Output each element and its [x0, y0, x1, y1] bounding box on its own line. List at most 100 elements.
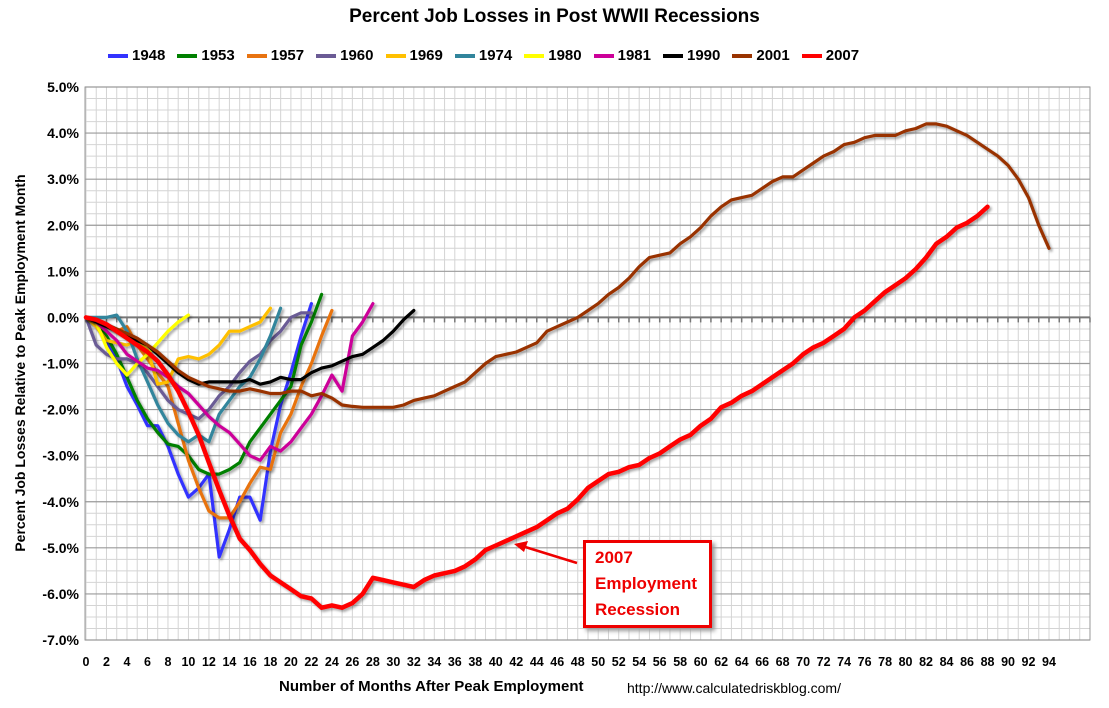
x-tick-label: 70 — [796, 655, 810, 669]
legend-swatch — [177, 53, 198, 58]
series-line-1960 — [84, 311, 313, 421]
legend-label: 1969 — [409, 47, 443, 64]
x-tick-label: 84 — [940, 655, 954, 669]
legend-item-1980: 1980 — [524, 47, 582, 64]
x-tick-label: 48 — [571, 655, 585, 669]
legend-label: 1960 — [340, 47, 374, 64]
x-tick-label: 42 — [509, 655, 523, 669]
legend-swatch — [246, 53, 267, 58]
annotation-line: Employment — [595, 574, 698, 593]
x-tick-label: 60 — [694, 655, 708, 669]
legend-swatch — [524, 53, 545, 58]
x-tick-label: 24 — [325, 655, 339, 669]
arrow-shaft — [521, 544, 578, 565]
legend-label: 1980 — [548, 47, 582, 64]
x-tick-label: 86 — [960, 655, 974, 669]
x-tick-label: 44 — [530, 655, 544, 669]
x-tick-label: 68 — [776, 655, 790, 669]
x-tick-label: 6 — [144, 655, 151, 669]
y-tick-label: -5.0% — [42, 540, 79, 556]
legend-swatch — [732, 53, 753, 58]
x-tick-label: 30 — [386, 655, 400, 669]
series-line-2007 — [83, 204, 990, 610]
legend-swatch — [663, 53, 683, 58]
x-tick-label: 0 — [83, 655, 90, 669]
x-tick-label: 46 — [550, 655, 564, 669]
legend-item-2007: 2007 — [801, 47, 859, 64]
x-tick-label: 52 — [612, 655, 626, 669]
x-tick-label: 32 — [407, 655, 421, 669]
legend-swatch — [454, 53, 475, 58]
annotation-arrow — [514, 541, 578, 565]
x-tick-label: 92 — [1022, 655, 1036, 669]
y-tick-label: -3.0% — [42, 448, 79, 464]
x-tick-label: 66 — [755, 655, 769, 669]
legend: 1948 1953 1957 1960 1969 1974 1980 1981 1990 2001… — [108, 47, 859, 64]
x-tick-label: 58 — [673, 655, 687, 669]
y-tick-label: -1.0% — [42, 356, 79, 372]
x-tick-label: 78 — [878, 655, 892, 669]
x-tick-label: 34 — [427, 655, 441, 669]
x-tick-label: 94 — [1042, 655, 1056, 669]
legend-item-1969: 1969 — [385, 47, 443, 64]
x-tick-label: 2 — [103, 655, 110, 669]
x-tick-label: 36 — [448, 655, 462, 669]
x-tick-label: 76 — [858, 655, 872, 669]
legend-label: 1948 — [132, 47, 166, 64]
x-tick-label: 14 — [222, 655, 236, 669]
x-tick-label: 16 — [243, 655, 257, 669]
grid — [85, 86, 1091, 641]
series-line-2001 — [84, 122, 1051, 409]
y-tick-label: -2.0% — [42, 402, 79, 418]
y-tick-label: -6.0% — [42, 586, 79, 602]
series-lines — [83, 122, 1051, 610]
legend-item-1960: 1960 — [316, 47, 374, 64]
legend-swatch — [385, 53, 406, 58]
x-tick-label: 90 — [1001, 655, 1015, 669]
x-tick-label: 12 — [202, 655, 216, 669]
legend-item-1957: 1957 — [246, 47, 305, 64]
x-tick-label: 72 — [817, 655, 831, 669]
x-tick-label: 10 — [181, 655, 195, 669]
legend-swatch — [108, 53, 128, 58]
source-url[interactable]: http://www.calculatedriskblog.com/ — [627, 680, 841, 696]
legend-label: 2001 — [756, 47, 790, 64]
legend-item-1981: 1981 — [593, 47, 651, 64]
x-tick-label: 18 — [263, 655, 277, 669]
x-tick-label: 56 — [653, 655, 667, 669]
y-tick-label: 0.0% — [47, 309, 79, 325]
x-tick-label: 82 — [919, 655, 933, 669]
x-tick-label: 26 — [345, 655, 359, 669]
y-tick-label: 4.0% — [47, 125, 79, 141]
series-line-1980 — [84, 313, 190, 377]
x-tick-label: 20 — [284, 655, 298, 669]
legend-label: 1953 — [201, 47, 235, 64]
x-tick-label: 62 — [714, 655, 728, 669]
x-tick-label: 22 — [304, 655, 318, 669]
x-tick-label: 64 — [735, 655, 749, 669]
annotation-line: Recession — [595, 600, 681, 619]
legend-item-2001: 2001 — [732, 47, 790, 64]
legend-label: 1974 — [478, 47, 513, 64]
x-tick-label: 54 — [632, 655, 646, 669]
y-tick-label: 3.0% — [47, 171, 79, 187]
annotation-line: 2007 — [595, 548, 633, 567]
y-tick-label: 5.0% — [47, 79, 79, 95]
legend-swatch — [316, 53, 337, 58]
x-tick-label: 50 — [591, 655, 605, 669]
legend-label: 1957 — [270, 47, 305, 64]
y-tick-label: 2.0% — [47, 217, 79, 233]
chart-title: Percent Job Losses in Post WWII Recessio… — [349, 6, 760, 27]
series-line-1981 — [84, 302, 375, 462]
y-tick-label: -4.0% — [42, 494, 79, 510]
x-tick-label: 38 — [468, 655, 482, 669]
y-tick-label: 1.0% — [47, 263, 79, 279]
legend-label: 1990 — [687, 47, 721, 64]
arrow-head — [514, 541, 528, 552]
x-tick-label: 28 — [366, 655, 380, 669]
legend-item-1948: 1948 — [108, 47, 165, 64]
legend-item-1953: 1953 — [177, 47, 235, 64]
axes: 5.0% 4.0% 3.0% 2.0% 1.0% 0.0% -1.0% -2.0% -3.0% -… — [42, 79, 1091, 669]
y-axis-label: Percent Job Losses Relative to Peak Empl… — [12, 174, 28, 552]
